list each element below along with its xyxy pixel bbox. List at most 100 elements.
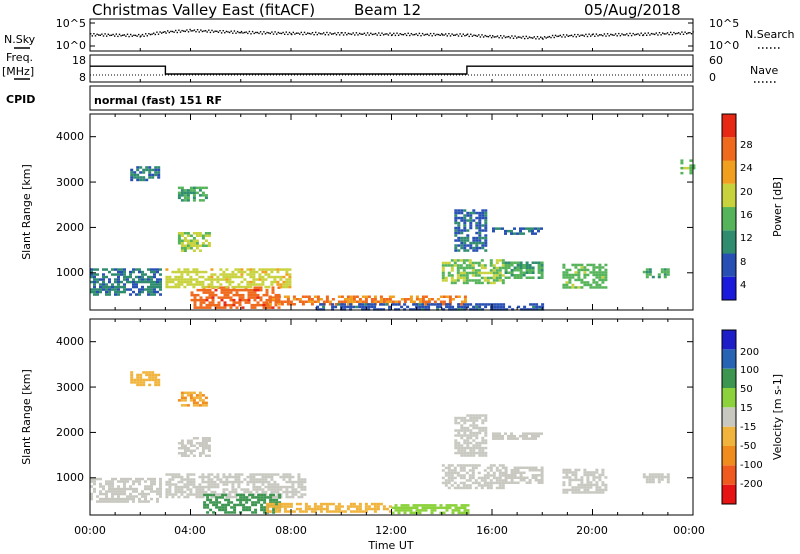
heatmap-cell xyxy=(234,478,238,481)
heatmap-cell xyxy=(192,391,196,395)
heatmap-cell xyxy=(510,471,514,474)
heatmap-cell xyxy=(478,211,482,215)
heatmap-cell xyxy=(231,490,235,494)
heatmap-cell xyxy=(516,261,520,264)
heatmap-cell xyxy=(450,484,454,487)
heatmap-cell xyxy=(288,268,292,271)
heatmap-cell xyxy=(463,229,467,232)
heatmap-cell xyxy=(273,280,277,284)
heatmap-cell xyxy=(243,478,247,481)
sky-noise-point xyxy=(405,34,408,37)
heatmap-cell xyxy=(241,293,245,297)
heatmap-cell xyxy=(495,479,499,482)
heatmap-cell xyxy=(466,303,470,306)
heatmap-cell xyxy=(114,290,117,294)
heatmap-cell xyxy=(586,471,590,474)
sky-noise-point xyxy=(346,34,348,36)
heatmap-cell xyxy=(283,295,287,298)
heatmap-cell xyxy=(226,288,230,292)
heatmap-cell xyxy=(156,268,159,271)
heatmap-cell xyxy=(202,291,206,294)
heatmap-cell xyxy=(580,483,584,487)
heatmap-cell xyxy=(189,488,193,491)
sky-noise-point xyxy=(446,35,448,37)
heatmap-cell xyxy=(219,278,223,281)
sky-noise-point xyxy=(501,37,503,39)
heatmap-cell xyxy=(153,288,156,291)
heatmap-cell xyxy=(278,501,282,504)
heatmap-cell xyxy=(144,288,147,291)
heatmap-cell xyxy=(472,219,476,222)
heatmap-cell xyxy=(93,278,96,281)
heatmap-cell xyxy=(457,451,461,455)
heatmap-cell xyxy=(135,283,138,286)
heatmap-cell xyxy=(498,269,502,272)
heatmap-cell xyxy=(421,305,425,309)
heatmap-cell xyxy=(123,487,126,491)
heatmap-cell xyxy=(117,487,120,491)
heatmap-cell xyxy=(159,285,162,289)
heatmap-cell xyxy=(651,480,655,484)
heatmap-cell xyxy=(532,308,536,311)
heatmap-cell xyxy=(450,476,454,480)
heatmap-cell xyxy=(538,308,542,311)
heatmap-cell xyxy=(261,475,265,479)
heatmap-cell xyxy=(277,300,281,303)
heatmap-cell xyxy=(523,308,527,311)
heatmap-cell xyxy=(189,191,193,195)
heatmap-cell xyxy=(481,451,485,455)
heatmap-cell xyxy=(460,308,464,311)
heatmap-cell xyxy=(510,232,513,235)
heatmap-cell xyxy=(288,475,292,479)
heatmap-cell xyxy=(279,485,283,489)
heatmap-cell xyxy=(495,279,499,282)
heatmap-cell xyxy=(99,497,102,501)
heatmap-cell xyxy=(259,303,263,307)
sky-noise-point xyxy=(585,33,587,36)
heatmap-cell xyxy=(316,507,320,511)
heatmap-cell xyxy=(478,446,482,450)
heatmap-cell xyxy=(260,508,264,512)
heatmap-cell xyxy=(453,476,457,480)
heatmap-cell xyxy=(130,171,134,174)
heatmap-cell xyxy=(484,224,488,227)
sky-noise-point xyxy=(117,35,119,38)
heatmap-cell xyxy=(496,308,500,311)
heatmap-cell xyxy=(466,419,470,422)
sky-noise-point xyxy=(470,33,472,35)
sky-noise-point xyxy=(114,35,116,37)
heatmap-cell xyxy=(462,279,466,282)
heatmap-cell xyxy=(534,437,537,440)
heatmap-cell xyxy=(249,490,253,494)
heatmap-cell xyxy=(379,308,383,311)
heatmap-cell xyxy=(304,510,308,513)
heatmap-cell xyxy=(531,476,535,479)
heatmap-cell xyxy=(260,503,264,507)
heatmap-cell xyxy=(238,293,242,297)
heatmap-cell xyxy=(472,241,476,245)
heatmap-cell xyxy=(507,434,510,438)
heatmap-cell xyxy=(358,303,362,306)
heatmap-cell xyxy=(222,488,226,491)
heatmap-cell xyxy=(586,476,590,479)
heatmap-cell xyxy=(421,303,425,306)
heatmap-cell xyxy=(456,464,460,467)
heatmap-cell xyxy=(242,506,246,509)
heatmap-cell xyxy=(433,504,437,507)
heatmap-cell xyxy=(445,509,449,512)
heatmap-cell xyxy=(165,490,169,494)
heatmap-cell xyxy=(180,189,184,192)
sky-noise-point xyxy=(404,33,406,35)
heatmap-cell xyxy=(462,269,466,272)
heatmap-cell xyxy=(203,503,207,507)
heatmap-cell xyxy=(138,290,141,294)
heatmap-cell xyxy=(183,280,187,284)
heatmap-cell xyxy=(316,505,320,508)
heatmap-cell xyxy=(504,264,508,267)
heatmap-cell xyxy=(193,301,197,304)
heatmap-cell xyxy=(483,264,487,267)
heatmap-cell xyxy=(577,276,581,279)
heatmap-cell xyxy=(477,476,481,480)
sky-noise-point xyxy=(140,35,142,37)
heatmap-cell xyxy=(474,274,478,277)
